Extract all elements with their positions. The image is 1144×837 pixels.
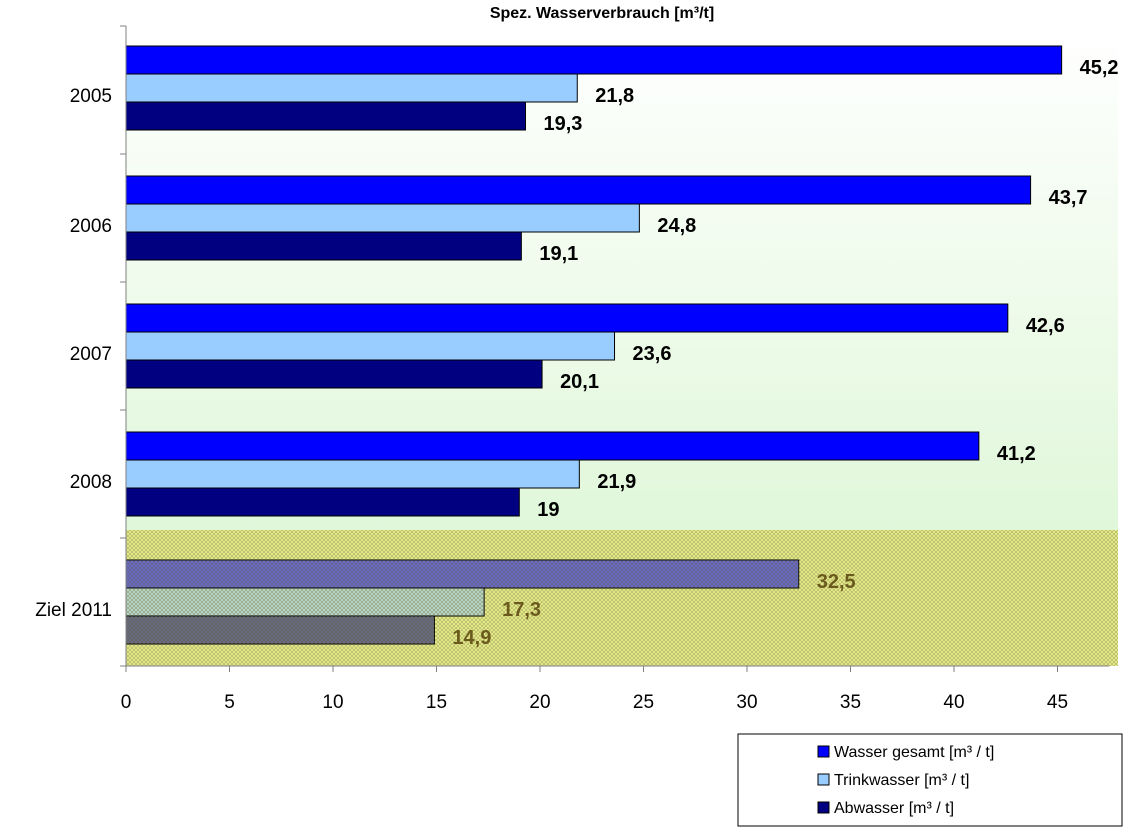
bar (125, 359, 543, 389)
chart-title: Spez. Wasserverbrauch [m³/t] (490, 5, 714, 22)
bar (125, 45, 1063, 75)
bar (125, 303, 1009, 333)
bars-layer: 45,2 21,8 19,3 43,7 24,8 19,1 42,6 23,6 20,1 41,2… (125, 45, 1119, 649)
data-label: 17,3 (502, 599, 541, 621)
bar (125, 101, 527, 131)
data-label: 24,8 (657, 215, 696, 237)
bar (125, 431, 980, 461)
bar-hatch (126, 560, 799, 588)
bar (125, 459, 580, 489)
category-label: 2006 (70, 216, 112, 237)
data-label: 20,1 (560, 371, 599, 393)
x-tick-label: 20 (529, 692, 550, 713)
legend-box (737, 733, 1123, 827)
data-label: 21,9 (597, 471, 636, 493)
data-label: 21,8 (595, 85, 634, 107)
data-label: 19 (537, 499, 559, 521)
data-label: 43,7 (1049, 187, 1088, 209)
legend-swatch (817, 773, 830, 786)
data-label: 19,3 (544, 113, 583, 135)
x-tick-label: 40 (943, 692, 964, 713)
data-label: 32,5 (817, 571, 856, 593)
category-label: 2005 (70, 86, 112, 107)
data-label: 41,2 (997, 443, 1036, 465)
legend-label: Trinkwasser [m³ / t] (834, 772, 969, 789)
bar (125, 203, 640, 233)
bar-hatch (126, 588, 485, 616)
x-tick-label: 0 (121, 692, 132, 713)
data-label: 19,1 (539, 243, 578, 265)
category-label: 2008 (70, 472, 112, 493)
data-label: 45,2 (1080, 57, 1119, 79)
legend-items: Wasser gesamt [m³ / t] Trinkwasser [m³ / … (817, 744, 994, 817)
x-tick-label: 45 (1047, 692, 1068, 713)
x-tick-label: 30 (736, 692, 757, 713)
data-label: 14,9 (452, 627, 491, 649)
bar (125, 331, 616, 361)
x-tick-label: 25 (633, 692, 654, 713)
legend-swatch (817, 745, 830, 758)
bar (125, 231, 522, 261)
x-tick-label: 5 (224, 692, 235, 713)
legend-swatch (817, 801, 830, 814)
data-label: 42,6 (1026, 315, 1065, 337)
bar-hatch (126, 616, 435, 644)
x-tick-label: 10 (322, 692, 343, 713)
data-label: 23,6 (633, 343, 672, 365)
axes: 2005 2006 2007 2008 Ziel 2011 0 5 10 15 20 25 30 35 4… (35, 25, 1110, 713)
x-tick-label: 35 (840, 692, 861, 713)
legend: Wasser gesamt [m³ / t] Trinkwasser [m³ / … (737, 733, 1123, 827)
x-tick-label: 15 (426, 692, 447, 713)
bar (125, 175, 1032, 205)
bar (125, 73, 578, 103)
bar (125, 487, 520, 517)
legend-label: Wasser gesamt [m³ / t] (834, 744, 994, 761)
legend-label: Abwasser [m³ / t] (834, 800, 954, 817)
category-label: 2007 (70, 344, 112, 365)
category-label: Ziel 2011 (35, 600, 112, 621)
